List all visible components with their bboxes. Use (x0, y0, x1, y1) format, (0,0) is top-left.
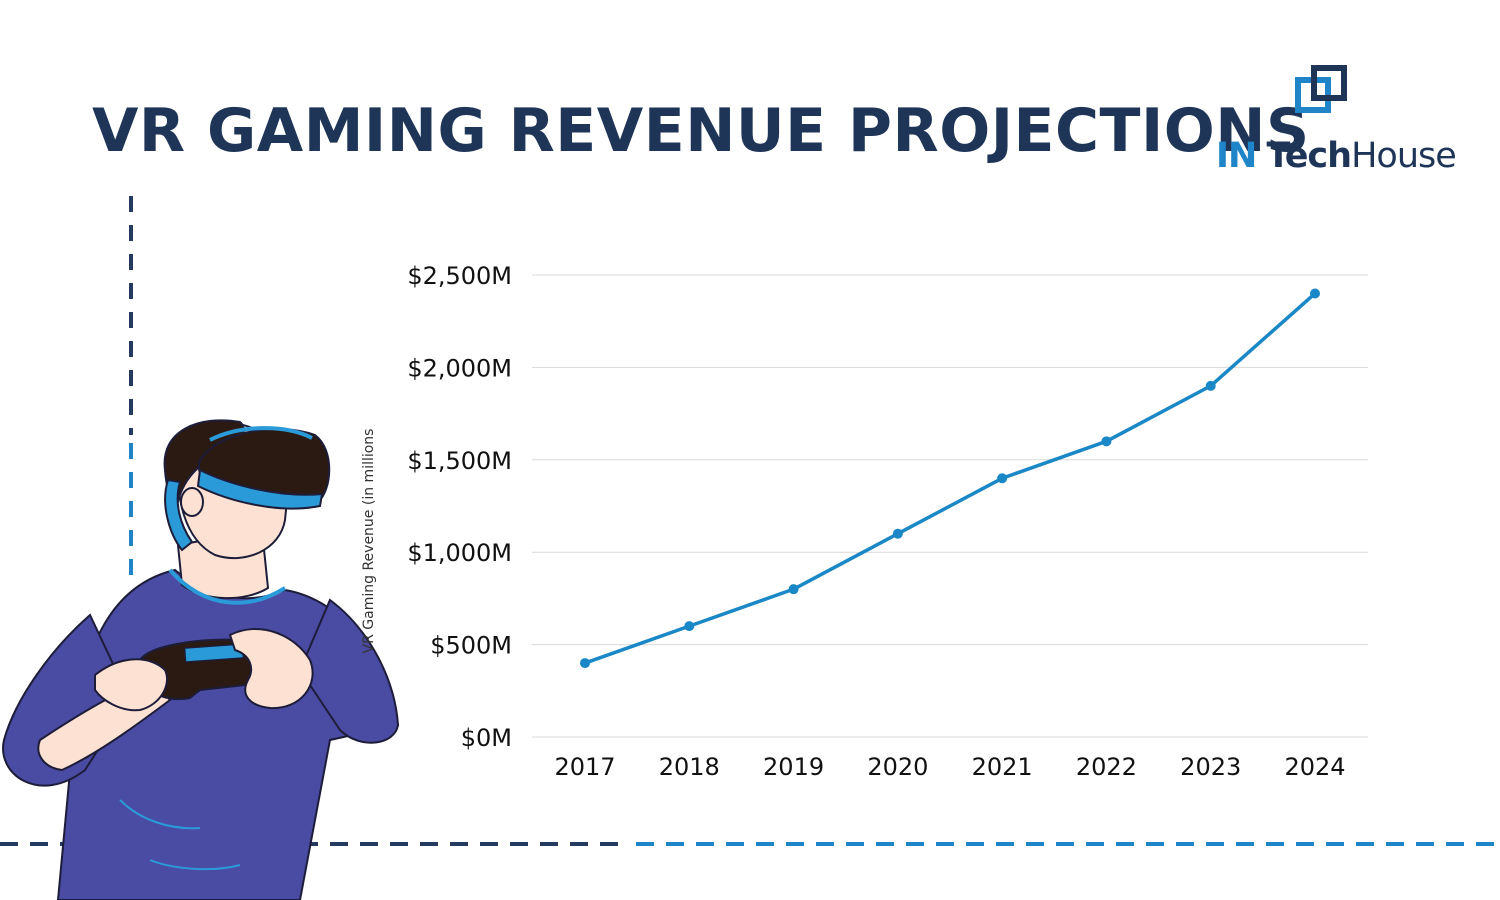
data-point (1205, 380, 1216, 391)
collar (168, 568, 287, 605)
chart-series (580, 288, 1320, 669)
page-title: VR GAMING REVENUE PROJECTIONS (92, 96, 1310, 166)
person-vr-illustration (2, 419, 400, 900)
y-tick-label: $2,000M (407, 354, 512, 382)
y-axis-tick-labels: $0M $500M $1,000M $1,500M $2,000M $2,500M (407, 262, 512, 752)
x-tick-label: 2021 (972, 753, 1033, 781)
x-axis-tick-labels: 2017 2018 2019 2020 2021 2022 2023 2024 (554, 753, 1345, 781)
left-hand (94, 658, 168, 712)
shirt-fold-lines (119, 799, 241, 871)
x-tick-label: 2018 (659, 753, 720, 781)
x-tick-label: 2024 (1284, 753, 1345, 781)
y-tick-label: $2,500M (407, 262, 512, 290)
right-sleeve (298, 598, 400, 744)
overlapping-squares-logo-icon (1295, 65, 1347, 113)
data-point (892, 528, 903, 539)
vr-headset-band (196, 468, 324, 510)
y-tick-label: $1,000M (407, 539, 512, 567)
series-line (584, 292, 1317, 665)
data-point (684, 621, 695, 632)
data-point (788, 584, 799, 595)
data-point (1101, 436, 1112, 447)
x-tick-label: 2022 (1076, 753, 1137, 781)
headset-strap (164, 478, 194, 552)
x-tick-label: 2020 (867, 753, 928, 781)
y-axis-label: VR Gaming Revenue (in millions (361, 429, 377, 654)
right-hand (228, 628, 314, 710)
brand-name-tech: Tech (1266, 136, 1352, 176)
x-tick-label: 2019 (763, 753, 824, 781)
vr-headset-top-band (209, 426, 313, 442)
brand-name-house: House (1351, 136, 1457, 176)
data-point (1310, 288, 1320, 299)
x-tick-label: 2017 (554, 753, 615, 781)
y-tick-label: $1,500M (407, 447, 512, 475)
brand-logo: IN TechHouse (1210, 64, 1457, 184)
x-tick-label: 2023 (1180, 753, 1241, 781)
y-tick-label: $0M (461, 724, 512, 752)
ear (180, 487, 204, 517)
revenue-line-chart: $0M $500M $1,000M $1,500M $2,000M $2,500M 201… (361, 262, 1368, 781)
brand-name-in: IN (1216, 136, 1257, 176)
brand-name: IN TechHouse (1216, 136, 1457, 176)
chart-gridlines (532, 274, 1368, 738)
y-tick-label: $500M (430, 632, 512, 660)
data-point (997, 473, 1008, 484)
data-point (580, 658, 590, 669)
